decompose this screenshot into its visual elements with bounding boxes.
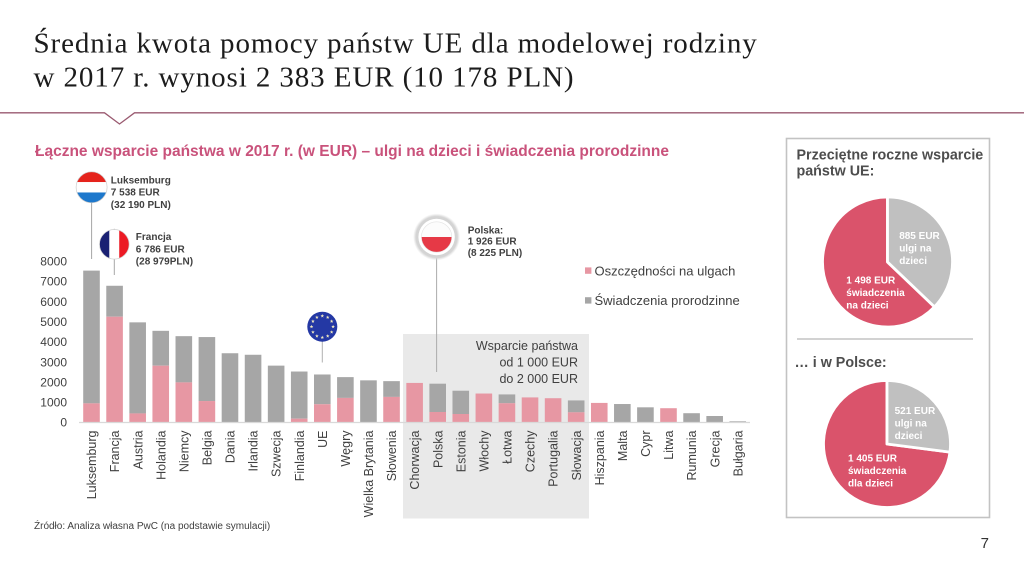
svg-text:Cypr: Cypr xyxy=(639,431,653,457)
svg-text:… i w Polsce:: … i w Polsce: xyxy=(795,355,887,371)
svg-text:Portugalia: Portugalia xyxy=(547,430,561,486)
svg-text:(32 190 PLN): (32 190 PLN) xyxy=(111,200,171,211)
svg-text:do 2 000 EUR: do 2 000 EUR xyxy=(499,372,578,386)
svg-text:dzieci: dzieci xyxy=(895,431,923,442)
svg-text:Węgry: Węgry xyxy=(339,430,353,467)
svg-text:8000: 8000 xyxy=(40,255,67,269)
svg-text:Niemcy: Niemcy xyxy=(177,430,191,472)
svg-text:3000: 3000 xyxy=(40,355,67,369)
svg-text:0: 0 xyxy=(60,416,67,430)
svg-text:7: 7 xyxy=(981,535,989,552)
svg-text:1000: 1000 xyxy=(40,396,67,410)
svg-text:UE: UE xyxy=(316,431,330,448)
svg-text:Estonia: Estonia xyxy=(454,430,468,472)
svg-text:Polska:: Polska: xyxy=(468,225,504,236)
svg-text:Polska: Polska xyxy=(431,430,445,468)
svg-text:Francja: Francja xyxy=(136,232,172,243)
svg-text:7 538 EUR: 7 538 EUR xyxy=(111,188,161,199)
svg-text:1 405 EUR: 1 405 EUR xyxy=(848,453,898,464)
svg-text:Holandia: Holandia xyxy=(154,430,168,479)
svg-text:1 498 EUR: 1 498 EUR xyxy=(846,276,896,287)
svg-text:7000: 7000 xyxy=(40,275,67,289)
svg-text:Słowenia: Słowenia xyxy=(385,430,399,481)
svg-text:Luksemburg: Luksemburg xyxy=(85,430,99,499)
svg-text:Łączne wsparcie państwa w 2017: Łączne wsparcie państwa w 2017 r. (w EUR… xyxy=(35,143,669,160)
svg-text:6 786 EUR: 6 786 EUR xyxy=(136,244,186,255)
svg-text:521 EUR: 521 EUR xyxy=(895,406,936,417)
svg-text:Grecja: Grecja xyxy=(708,430,722,467)
svg-text:Litwa: Litwa xyxy=(662,430,676,459)
svg-text:Słowacja: Słowacja xyxy=(570,430,584,480)
svg-text:świadczenia: świadczenia xyxy=(848,466,907,477)
svg-text:5000: 5000 xyxy=(40,315,67,329)
svg-text:Rumunia: Rumunia xyxy=(685,430,699,480)
svg-text:ulgi na: ulgi na xyxy=(899,243,932,254)
svg-text:Chorwacja: Chorwacja xyxy=(408,430,422,489)
svg-text:Oszczędności na ulgach: Oszczędności na ulgach xyxy=(595,263,736,278)
svg-text:Malta: Malta xyxy=(616,430,630,461)
svg-text:Irlandia: Irlandia xyxy=(247,430,261,471)
svg-text:Dania: Dania xyxy=(224,430,238,463)
svg-text:Austria: Austria xyxy=(131,430,145,469)
svg-text:dzieci: dzieci xyxy=(899,256,927,267)
svg-text:świadczenia: świadczenia xyxy=(846,288,905,299)
svg-text:6000: 6000 xyxy=(40,295,67,309)
svg-text:Włochy: Włochy xyxy=(477,430,491,472)
svg-text:na dzieci: na dzieci xyxy=(846,301,888,312)
svg-text:Finlandia: Finlandia xyxy=(293,430,307,481)
svg-text:Francja: Francja xyxy=(108,430,122,472)
svg-text:dla dzieci: dla dzieci xyxy=(848,478,893,489)
svg-text:(28 979PLN): (28 979PLN) xyxy=(136,257,193,268)
svg-text:Luksemburg: Luksemburg xyxy=(111,175,171,186)
svg-text:Świadczenia prorodzinne: Świadczenia prorodzinne xyxy=(595,293,740,308)
svg-text:Łotwa: Łotwa xyxy=(501,430,515,463)
svg-text:885 EUR: 885 EUR xyxy=(899,231,940,242)
svg-text:Wsparcie państwa: Wsparcie państwa xyxy=(476,339,578,353)
svg-text:2000: 2000 xyxy=(40,375,67,389)
svg-text:Hiszpania: Hiszpania xyxy=(593,430,607,485)
svg-text:Przeciętne roczne wsparcie: Przeciętne roczne wsparcie xyxy=(797,148,984,164)
svg-text:4000: 4000 xyxy=(40,335,67,349)
svg-text:Belgia: Belgia xyxy=(201,430,215,465)
svg-text:Źródło: Analiza własna PwC (na: Źródło: Analiza własna PwC (na podstawie… xyxy=(34,519,270,532)
svg-text:Szwecja: Szwecja xyxy=(270,430,284,477)
svg-text:od 1 000 EUR: od 1 000 EUR xyxy=(499,356,578,370)
svg-text:w 2017 r. wynosi 2 383 EUR (10: w 2017 r. wynosi 2 383 EUR (10 178 PLN) xyxy=(34,62,575,94)
svg-text:ulgi na: ulgi na xyxy=(895,419,928,430)
svg-text:(8 225 PLN): (8 225 PLN) xyxy=(468,248,522,259)
svg-text:państw UE:: państw UE: xyxy=(797,163,875,179)
svg-text:Czechy: Czechy xyxy=(524,430,538,472)
svg-text:Średnia kwota pomocy państw UE: Średnia kwota pomocy państw UE dla model… xyxy=(34,27,758,60)
svg-text:1 926 EUR: 1 926 EUR xyxy=(468,237,518,248)
svg-text:Wielka Brytania: Wielka Brytania xyxy=(362,430,376,517)
svg-text:Bułgaria: Bułgaria xyxy=(731,430,745,476)
